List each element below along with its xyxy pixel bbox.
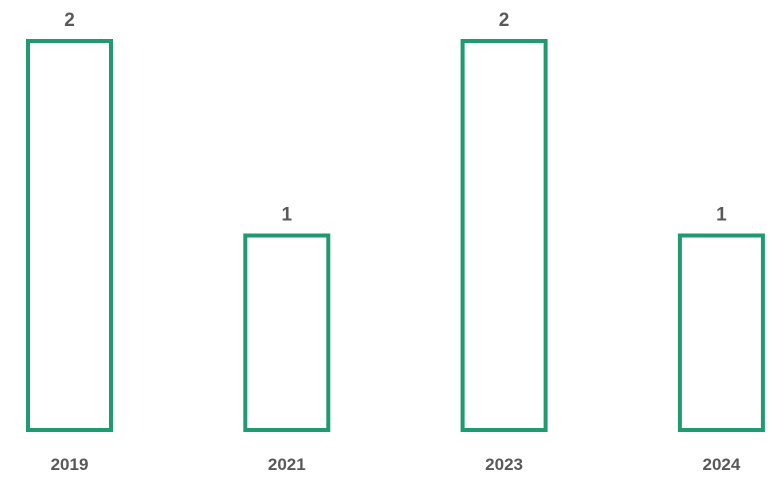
bar-2021 [243, 233, 331, 432]
x-tick-label-2021: 2021 [268, 455, 306, 472]
bars-layer [26, 39, 765, 432]
bar-2023 [460, 39, 548, 432]
x-tick-label-2019: 2019 [51, 455, 89, 472]
category-labels-layer: 2019 2021 2023 2024 [51, 455, 741, 474]
bar-2019 [26, 39, 113, 432]
data-label-2021: 1 [282, 205, 293, 226]
value-labels-layer: 2 1 2 1 [64, 10, 727, 226]
x-tick-label-2023: 2023 [485, 455, 523, 472]
x-tick-label-2024: 2024 [702, 455, 740, 472]
bar-2024 [677, 233, 765, 432]
data-label-2023: 2 [499, 10, 510, 31]
data-label-2024: 1 [716, 205, 727, 226]
data-label-2019: 2 [64, 10, 75, 31]
